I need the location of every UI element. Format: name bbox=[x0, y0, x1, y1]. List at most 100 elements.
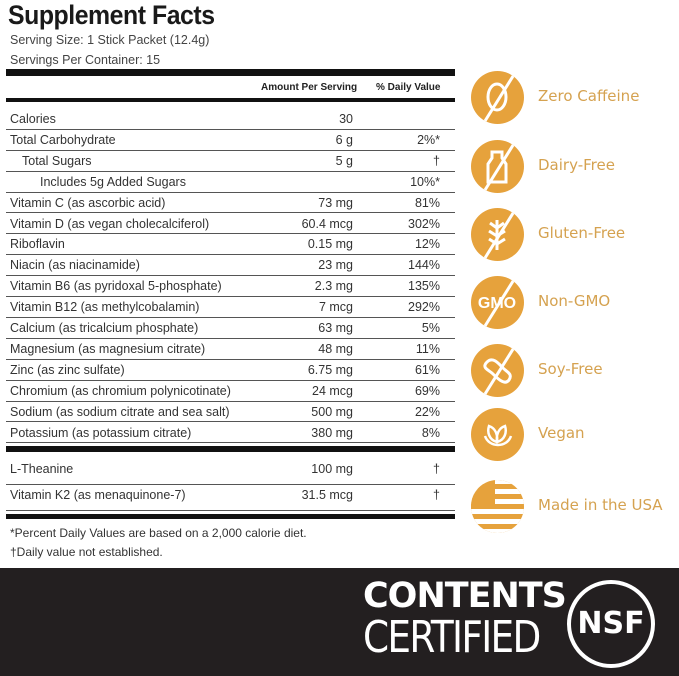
nutrient-daily-value: 135% bbox=[408, 279, 440, 294]
nutrient-name: Total Carbohydrate bbox=[10, 132, 116, 147]
nutrient-daily-value: 2%* bbox=[417, 132, 440, 147]
footnote-dagger: †Daily value not established. bbox=[10, 545, 163, 559]
nutrient-daily-value: † bbox=[433, 462, 440, 476]
divider bbox=[6, 98, 455, 102]
nutrient-daily-value: 11% bbox=[415, 341, 440, 356]
table-row: Calories 30 bbox=[6, 109, 455, 130]
nutrient-amount: 380 mg bbox=[311, 425, 353, 440]
table-row: L-Theanine 100 mg † bbox=[6, 459, 455, 485]
serving-size: Serving Size: 1 Stick Packet (12.4g) bbox=[10, 33, 210, 47]
nutrient-name: Vitamin D (as vegan cholecalciferol) bbox=[10, 216, 210, 231]
nutrient-name: Includes 5g Added Sugars bbox=[40, 174, 186, 189]
nsf-seal: NSF bbox=[567, 580, 655, 668]
no-wheat-icon bbox=[471, 208, 524, 261]
table-row: Riboflavin 0.15 mg 12% bbox=[6, 234, 455, 256]
no-gmo-icon: GMO bbox=[471, 276, 524, 329]
table-row: Vitamin C (as ascorbic acid) 73 mg 81% bbox=[6, 193, 455, 214]
divider bbox=[6, 446, 455, 452]
banner-line2: CERTIFIED bbox=[363, 612, 541, 663]
table-row: Total Sugars 5 g † bbox=[6, 151, 455, 172]
header-daily-value: % Daily Value bbox=[376, 82, 441, 93]
nutrient-name: Vitamin B6 (as pyridoxal 5-phosphate) bbox=[10, 279, 222, 294]
table-row: Magnesium (as magnesium citrate) 48 mg 11% bbox=[6, 339, 455, 360]
nutrient-name: L-Theanine bbox=[10, 462, 74, 476]
nutrient-daily-value: 10%* bbox=[410, 174, 440, 189]
nutrient-daily-value: 8% bbox=[421, 425, 440, 440]
nutrient-name: Chromium (as chromium polynicotinate) bbox=[10, 383, 231, 398]
page-title: Supplement Facts bbox=[8, 0, 215, 30]
us-flag-icon bbox=[471, 480, 524, 533]
nutrient-amount: 100 mg bbox=[311, 462, 353, 476]
table-row: Sodium (as sodium citrate and sea salt) 5… bbox=[6, 402, 455, 423]
table-row: Niacin (as niacinamide) 23 mg 144% bbox=[6, 255, 455, 277]
servings-per-container: Servings Per Container: 15 bbox=[10, 53, 161, 67]
nutrient-amount: 30 bbox=[339, 112, 353, 126]
nutrient-amount: 31.5 mcg bbox=[301, 488, 353, 502]
svg-text:GMO: GMO bbox=[478, 295, 516, 312]
nutrient-name: Magnesium (as magnesium citrate) bbox=[10, 341, 206, 356]
table-row: Vitamin K2 (as menaquinone-7) 31.5 mcg † bbox=[6, 485, 455, 511]
banner-line1: CONTENTS bbox=[363, 576, 567, 616]
nutrient-amount: 6.75 mg bbox=[307, 362, 353, 377]
nutrient-daily-value: † bbox=[433, 153, 440, 168]
nutrient-daily-value: 12% bbox=[414, 237, 440, 252]
footnote-dv: *Percent Daily Values are based on a 2,0… bbox=[10, 526, 307, 540]
table-row: Total Carbohydrate 6 g 2%* bbox=[6, 130, 455, 151]
nutrient-daily-value: 5% bbox=[421, 321, 440, 335]
nutrient-daily-value: 302% bbox=[408, 216, 440, 231]
header-amount: Amount Per Serving bbox=[261, 82, 358, 93]
no-soy-icon bbox=[471, 344, 524, 397]
badge-label: Vegan bbox=[538, 424, 585, 442]
table-row: Potassium (as potassium citrate) 380 mg 8% bbox=[6, 423, 455, 444]
nutrient-name: Vitamin B12 (as methylcobalamin) bbox=[10, 300, 200, 315]
badge-label: Gluten-Free bbox=[538, 224, 626, 242]
no-milk-bottle-icon bbox=[471, 140, 524, 193]
badge-label: Dairy-Free bbox=[538, 156, 615, 174]
nutrient-name: Niacin (as niacinamide) bbox=[10, 258, 140, 273]
nutrient-amount: 5 g bbox=[335, 153, 353, 168]
badge-label: Made in the USA bbox=[538, 496, 663, 514]
nutrient-name: Total Sugars bbox=[22, 153, 92, 168]
divider bbox=[6, 514, 455, 519]
nutrient-amount: 48 mg bbox=[318, 341, 353, 356]
table-row: Vitamin D (as vegan cholecalciferol) 60.4… bbox=[6, 214, 455, 235]
nutrient-amount: 7 mcg bbox=[318, 300, 353, 315]
divider bbox=[6, 69, 455, 76]
nutrient-amount: 500 mg bbox=[311, 404, 353, 419]
nutrient-name: Vitamin C (as ascorbic acid) bbox=[10, 195, 166, 210]
leaf-icon bbox=[471, 408, 524, 461]
nutrient-amount: 6 g bbox=[335, 132, 353, 147]
nutrient-amount: 23 mg bbox=[318, 258, 353, 273]
nutrient-amount: 60.4 mcg bbox=[301, 216, 353, 231]
no-coffee-bean-icon bbox=[471, 71, 524, 124]
nutrient-amount: 2.3 mg bbox=[314, 279, 353, 294]
nutrient-daily-value: 81% bbox=[414, 195, 440, 210]
nutrient-name: Zinc (as zinc sulfate) bbox=[10, 362, 125, 377]
nutrient-name: Calories bbox=[10, 112, 56, 126]
nutrient-daily-value: 144% bbox=[408, 258, 440, 273]
nutrient-daily-value: 61% bbox=[414, 362, 440, 377]
nutrient-daily-value: 69% bbox=[414, 383, 440, 398]
nutrient-daily-value: 292% bbox=[408, 300, 440, 315]
nutrient-name: Sodium (as sodium citrate and sea salt) bbox=[10, 404, 230, 419]
nutrient-name: Potassium (as potassium citrate) bbox=[10, 425, 192, 440]
table-row: Calcium (as tricalcium phosphate) 63 mg 5% bbox=[6, 318, 455, 339]
badge-label: Zero Caffeine bbox=[538, 87, 640, 105]
nutrient-name: Vitamin K2 (as menaquinone-7) bbox=[10, 488, 186, 502]
certification-banner bbox=[0, 568, 679, 676]
table-row: Chromium (as chromium polynicotinate) 24 … bbox=[6, 381, 455, 402]
table-row: Vitamin B12 (as methylcobalamin) 7 mcg 292… bbox=[6, 297, 455, 318]
nutrient-amount: 63 mg bbox=[318, 321, 353, 335]
badge-label: Non-GMO bbox=[538, 292, 611, 310]
nutrient-daily-value: † bbox=[433, 488, 440, 502]
table-row: Includes 5g Added Sugars 10%* bbox=[6, 172, 455, 193]
nutrient-amount: 24 mcg bbox=[312, 383, 353, 398]
nutrient-name: Calcium (as tricalcium phosphate) bbox=[10, 321, 199, 335]
nutrient-name: Riboflavin bbox=[10, 237, 65, 252]
nutrient-daily-value: 22% bbox=[414, 404, 440, 419]
table-row: Zinc (as zinc sulfate) 6.75 mg 61% bbox=[6, 360, 455, 381]
nutrient-amount: 73 mg bbox=[318, 195, 353, 210]
nutrient-amount: 0.15 mg bbox=[307, 237, 353, 252]
table-row: Vitamin B6 (as pyridoxal 5-phosphate) 2.3… bbox=[6, 276, 455, 298]
badge-label: Soy-Free bbox=[538, 360, 603, 378]
